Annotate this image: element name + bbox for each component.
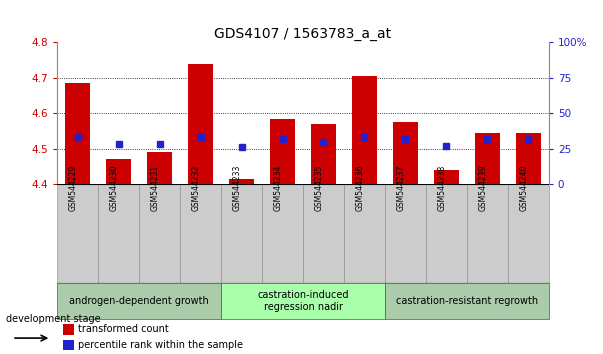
Bar [311, 124, 336, 184]
Text: androgen-dependent growth: androgen-dependent growth [69, 296, 209, 306]
Bar [475, 133, 499, 184]
Text: GSM544240: GSM544240 [519, 165, 528, 211]
Bar [393, 122, 418, 184]
Bar [352, 76, 377, 184]
Text: GSM544234: GSM544234 [274, 165, 283, 211]
Text: castration-induced
regression nadir: castration-induced regression nadir [257, 290, 349, 312]
Text: transformed count: transformed count [78, 324, 169, 334]
Bar [57, 184, 98, 283]
Text: GSM544233: GSM544233 [233, 165, 242, 211]
Bar [147, 152, 172, 184]
Text: GSM544231: GSM544231 [151, 165, 160, 211]
Bar [426, 184, 467, 283]
Text: GSM544238: GSM544238 [437, 165, 446, 211]
Text: GSM544230: GSM544230 [110, 165, 119, 211]
Bar [63, 340, 74, 350]
Text: GSM544229: GSM544229 [69, 165, 78, 211]
Bar [221, 184, 262, 283]
Bar [434, 170, 459, 184]
Bar [107, 159, 131, 184]
Title: GDS4107 / 1563783_a_at: GDS4107 / 1563783_a_at [215, 28, 391, 41]
Bar [139, 184, 180, 283]
Bar [467, 184, 508, 283]
Bar [229, 179, 254, 184]
Bar [221, 283, 385, 319]
Bar [344, 184, 385, 283]
Text: GSM544236: GSM544236 [355, 165, 364, 211]
Bar [63, 324, 74, 335]
Bar [385, 283, 549, 319]
Bar [188, 64, 213, 184]
Bar [180, 184, 221, 283]
Text: percentile rank within the sample: percentile rank within the sample [78, 340, 244, 350]
Text: GSM544235: GSM544235 [315, 165, 323, 211]
Bar [66, 83, 90, 184]
Bar [270, 119, 295, 184]
Bar [57, 283, 221, 319]
Bar [516, 133, 540, 184]
Bar [508, 184, 549, 283]
Text: GSM544237: GSM544237 [396, 165, 405, 211]
Bar [262, 184, 303, 283]
Text: castration-resistant regrowth: castration-resistant regrowth [396, 296, 538, 306]
Text: development stage: development stage [6, 314, 101, 324]
Text: GSM544232: GSM544232 [192, 165, 201, 211]
Bar [98, 184, 139, 283]
Bar [303, 184, 344, 283]
Bar [385, 184, 426, 283]
Text: GSM544239: GSM544239 [478, 165, 487, 211]
